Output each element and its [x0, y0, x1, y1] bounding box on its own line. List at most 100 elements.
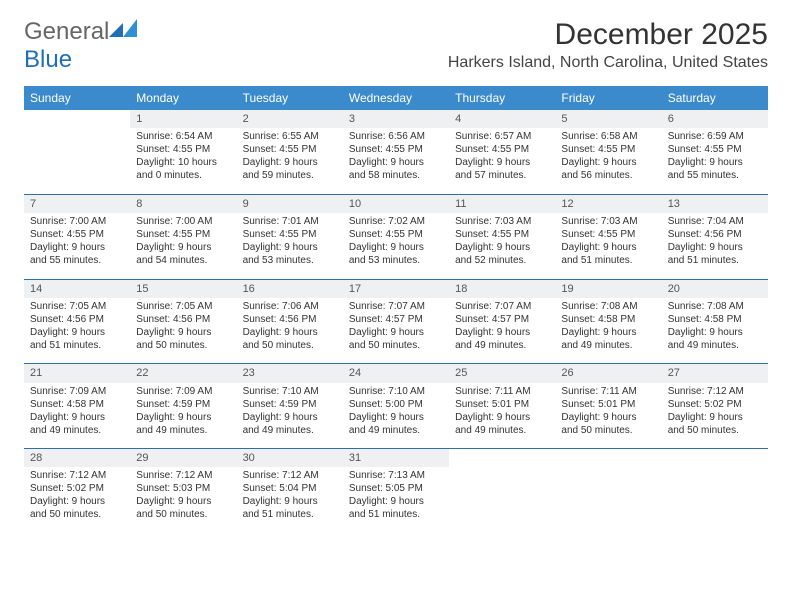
day-number-cell: 16 [237, 279, 343, 298]
day-number-cell [662, 449, 768, 468]
day-info-cell: Sunrise: 7:09 AMSunset: 4:59 PMDaylight:… [130, 383, 236, 449]
day-info-cell: Sunrise: 7:09 AMSunset: 4:58 PMDaylight:… [24, 383, 130, 449]
day-info-line: Daylight: 9 hours [136, 326, 230, 339]
day-info-line: Daylight: 9 hours [455, 411, 549, 424]
day-info-line: Daylight: 9 hours [349, 495, 443, 508]
day-info-line: Daylight: 9 hours [561, 326, 655, 339]
day-info-line: Sunset: 4:55 PM [30, 228, 124, 241]
day-info-line: Sunrise: 6:56 AM [349, 130, 443, 143]
day-info-line: and 0 minutes. [136, 169, 230, 182]
day-info-line: Daylight: 9 hours [136, 411, 230, 424]
day-number-cell: 14 [24, 279, 130, 298]
day-info-cell: Sunrise: 7:05 AMSunset: 4:56 PMDaylight:… [130, 298, 236, 364]
day-number-cell: 15 [130, 279, 236, 298]
header: General Blue December 2025 Harkers Islan… [24, 18, 768, 74]
day-number-cell: 25 [449, 364, 555, 383]
day-info-line: Sunrise: 6:58 AM [561, 130, 655, 143]
day-info-line: and 49 minutes. [136, 424, 230, 437]
day-info-line: and 49 minutes. [455, 424, 549, 437]
day-number-cell: 18 [449, 279, 555, 298]
logo-mark-icon [109, 19, 137, 39]
day-info-line: Daylight: 9 hours [349, 326, 443, 339]
day-info-line: Sunrise: 7:09 AM [136, 385, 230, 398]
day-info-row: Sunrise: 7:12 AMSunset: 5:02 PMDaylight:… [24, 467, 768, 533]
day-number-row: 28293031 [24, 449, 768, 468]
day-info-line: Daylight: 9 hours [136, 495, 230, 508]
day-number-cell: 19 [555, 279, 661, 298]
day-info-line: Sunrise: 7:02 AM [349, 215, 443, 228]
day-info-line: Sunset: 4:58 PM [30, 398, 124, 411]
day-info-line: Sunrise: 7:12 AM [30, 469, 124, 482]
day-info-line: Sunrise: 6:55 AM [243, 130, 337, 143]
day-number-cell [555, 449, 661, 468]
day-number-cell [24, 110, 130, 128]
day-info-line: Sunset: 4:56 PM [136, 313, 230, 326]
day-info-line: Sunrise: 7:05 AM [136, 300, 230, 313]
day-info-line: Sunrise: 7:05 AM [30, 300, 124, 313]
day-info-cell [662, 467, 768, 533]
day-info-line: Sunset: 4:55 PM [136, 228, 230, 241]
day-info-line: Sunset: 4:55 PM [455, 143, 549, 156]
day-number-row: 78910111213 [24, 194, 768, 213]
day-info-cell: Sunrise: 6:59 AMSunset: 4:55 PMDaylight:… [662, 128, 768, 194]
day-info-line: Daylight: 9 hours [30, 411, 124, 424]
day-info-line: Sunrise: 7:11 AM [455, 385, 549, 398]
day-info-line: Sunrise: 7:07 AM [349, 300, 443, 313]
day-info-line: Sunset: 5:05 PM [349, 482, 443, 495]
day-info-line: Daylight: 9 hours [455, 241, 549, 254]
weekday-header: Monday [130, 86, 236, 110]
day-number-cell: 3 [343, 110, 449, 128]
day-info-line: Sunset: 4:57 PM [455, 313, 549, 326]
day-info-line: Sunset: 4:58 PM [668, 313, 762, 326]
weekday-header: Saturday [662, 86, 768, 110]
day-info-line: and 49 minutes. [349, 424, 443, 437]
day-info-line: Sunrise: 7:12 AM [668, 385, 762, 398]
day-info-line: and 50 minutes. [30, 508, 124, 521]
day-number-cell: 20 [662, 279, 768, 298]
day-info-line: and 50 minutes. [136, 339, 230, 352]
day-info-line: Sunset: 4:55 PM [561, 228, 655, 241]
day-info-line: and 53 minutes. [349, 254, 443, 267]
calendar-table: Sunday Monday Tuesday Wednesday Thursday… [24, 86, 768, 533]
day-info-line: Sunset: 5:01 PM [561, 398, 655, 411]
day-info-cell: Sunrise: 6:57 AMSunset: 4:55 PMDaylight:… [449, 128, 555, 194]
weekday-header: Tuesday [237, 86, 343, 110]
day-info-cell: Sunrise: 7:00 AMSunset: 4:55 PMDaylight:… [130, 213, 236, 279]
day-info-line: Sunset: 5:03 PM [136, 482, 230, 495]
day-info-line: Sunrise: 7:08 AM [561, 300, 655, 313]
day-info-row: Sunrise: 6:54 AMSunset: 4:55 PMDaylight:… [24, 128, 768, 194]
day-info-line: Daylight: 9 hours [668, 241, 762, 254]
day-info-line: and 49 minutes. [455, 339, 549, 352]
day-number-cell: 7 [24, 194, 130, 213]
day-info-cell [24, 128, 130, 194]
day-info-line: Sunrise: 6:54 AM [136, 130, 230, 143]
day-info-cell: Sunrise: 7:12 AMSunset: 5:03 PMDaylight:… [130, 467, 236, 533]
day-info-line: Sunset: 4:55 PM [349, 143, 443, 156]
day-info-line: and 51 minutes. [349, 508, 443, 521]
page-title: December 2025 [448, 18, 768, 52]
day-info-line: Daylight: 9 hours [349, 156, 443, 169]
day-info-line: Daylight: 10 hours [136, 156, 230, 169]
day-info-line: Sunset: 4:55 PM [349, 228, 443, 241]
day-info-row: Sunrise: 7:09 AMSunset: 4:58 PMDaylight:… [24, 383, 768, 449]
day-info-cell: Sunrise: 7:13 AMSunset: 5:05 PMDaylight:… [343, 467, 449, 533]
day-info-line: Sunrise: 7:09 AM [30, 385, 124, 398]
day-info-line: Sunset: 4:57 PM [349, 313, 443, 326]
day-info-line: Daylight: 9 hours [455, 326, 549, 339]
day-number-cell: 2 [237, 110, 343, 128]
day-info-line: Sunrise: 6:59 AM [668, 130, 762, 143]
title-block: December 2025 Harkers Island, North Caro… [448, 18, 768, 72]
day-info-line: Daylight: 9 hours [668, 156, 762, 169]
day-info-line: Sunrise: 7:12 AM [136, 469, 230, 482]
day-info-cell: Sunrise: 7:00 AMSunset: 4:55 PMDaylight:… [24, 213, 130, 279]
day-info-cell: Sunrise: 7:07 AMSunset: 4:57 PMDaylight:… [449, 298, 555, 364]
day-info-cell: Sunrise: 7:05 AMSunset: 4:56 PMDaylight:… [24, 298, 130, 364]
day-number-cell [449, 449, 555, 468]
day-number-cell: 6 [662, 110, 768, 128]
day-info-cell: Sunrise: 7:11 AMSunset: 5:01 PMDaylight:… [555, 383, 661, 449]
day-info-line: Daylight: 9 hours [455, 156, 549, 169]
day-info-line: Daylight: 9 hours [561, 156, 655, 169]
day-info-line: and 51 minutes. [243, 508, 337, 521]
day-info-line: Daylight: 9 hours [349, 241, 443, 254]
day-info-line: Sunrise: 7:04 AM [668, 215, 762, 228]
